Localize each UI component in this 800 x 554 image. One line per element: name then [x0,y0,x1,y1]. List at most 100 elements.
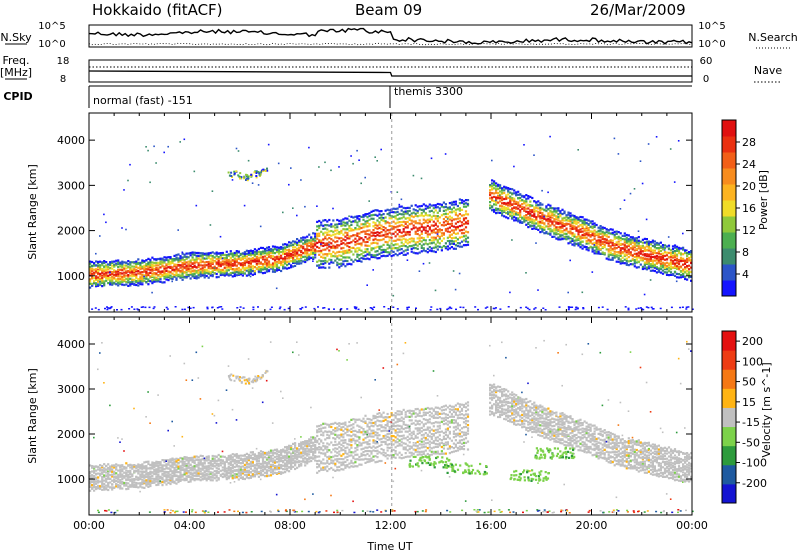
scatter-cell [103,280,106,283]
scatter-cell [213,473,216,476]
power-xticks [88,113,693,312]
scatter-cell [145,281,148,284]
scatter-cell [294,252,297,255]
scatter-cell [585,227,588,230]
scatter-cell [183,477,186,480]
scatter-cell [153,468,155,471]
scatter-cell [527,226,530,229]
scatter-cell [197,265,200,269]
scatter-cell [543,215,545,218]
scatter-cell [107,477,110,480]
scatter-cell [356,239,359,242]
scatter-cell [428,206,431,209]
scatter-cell [199,398,202,400]
scatter-cell [135,475,138,478]
scatter-cell [119,487,122,490]
scatter-cell [581,223,584,226]
scatter-cell [637,251,640,254]
scatter-cell [575,220,578,223]
scatter-cell [120,308,123,311]
scatter-cell [503,197,506,201]
scatter-cell [549,224,552,227]
scatter-cell [607,255,610,258]
scatter-cell [199,458,202,461]
scatter-cell [561,217,564,220]
scatter-cell [195,469,198,472]
scatter-cell [537,222,540,225]
scatter-cell [677,262,681,265]
scatter-cell [320,260,323,263]
scatter-cell [677,273,681,276]
scatter-cell [414,222,417,225]
scatter-cell [139,265,142,268]
scatter-cell [527,212,530,215]
scatter-cell [217,478,220,481]
scatter-cell [669,148,672,150]
scatter-cell [376,239,379,242]
scatter-cell [153,461,156,465]
scatter-cell [639,259,642,262]
scatter-cell [161,468,164,471]
scatter-cell [366,244,369,247]
scatter-cell [509,210,512,214]
scatter-cell [609,249,612,252]
scatter-cell [101,264,104,267]
scatter-cell [428,220,431,223]
scatter-cell [215,474,218,477]
scatter-cell [402,237,405,240]
scatter-cell [155,470,158,473]
scatter-cell [217,263,220,266]
scatter-cell [456,220,459,224]
scatter-cell [89,282,92,285]
scatter-cell [137,281,140,284]
scatter-cell [458,209,461,212]
scatter-cell [434,209,437,212]
scatter-cell [374,156,376,158]
scatter-cell [523,215,526,218]
scatter-cell [171,269,174,272]
scatter-cell [105,264,108,267]
scatter-cell [300,308,302,310]
scatter-cell [521,203,524,206]
scatter-cell [429,309,432,311]
scatter-cell [113,281,116,284]
scatter-cell [460,201,464,204]
scatter-cell [145,259,148,262]
scatter-cell [396,243,399,246]
scatter-cell [267,260,271,263]
scatter-cell [557,228,560,232]
scatter-cell [390,247,393,250]
scatter-cell [358,232,361,235]
scatter-cell [643,253,646,256]
scatter-cell [183,468,186,471]
scatter-cell [448,234,451,237]
scatter-cell [227,259,230,262]
scatter-cell [621,234,624,237]
nsearch-series [88,42,693,46]
scatter-cell [123,450,125,452]
scatter-cell [207,464,210,467]
scatter-cell [434,222,437,225]
scatter-cell [442,224,445,227]
scatter-cell [466,219,470,223]
scatter-cell [442,209,445,212]
scatter-cell [577,229,580,232]
scatter-cell [302,242,305,245]
scatter-cell [312,232,315,235]
scatter-cell [147,257,150,260]
scatter-cell [163,464,166,467]
scatter-cell [261,255,265,258]
scatter-cell [145,479,148,482]
scatter-cell [201,467,204,470]
scatter-cell [535,216,538,219]
scatter-cell [149,466,152,469]
scatter-cell [193,258,196,261]
scatter-cell [153,278,156,281]
scatter-cell [163,271,166,274]
scatter-cell [571,234,574,237]
colorbar-tick-label: 24 [742,158,756,171]
scatter-cell [247,177,250,180]
scatter-cell [495,198,498,201]
scatter-cell [143,264,146,267]
scatter-cell [486,306,489,308]
